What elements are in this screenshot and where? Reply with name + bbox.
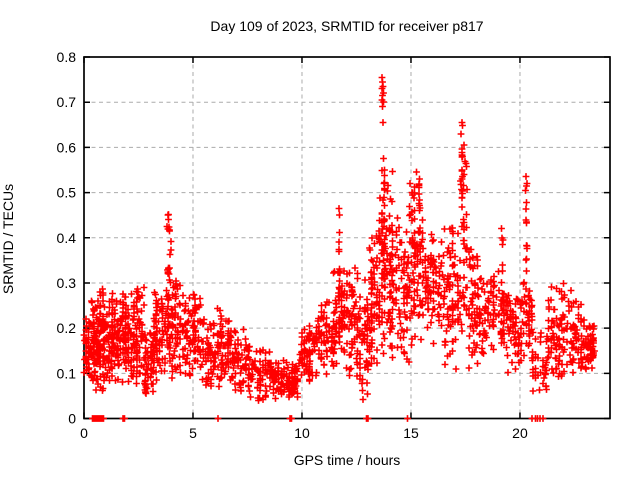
y-tick-label: 0.7: [57, 94, 77, 110]
x-tick-label: 10: [294, 425, 310, 441]
y-tick-label: 0.1: [57, 365, 77, 381]
y-tick-label: 0.3: [57, 275, 77, 291]
y-tick-label: 0.4: [57, 230, 77, 246]
y-axis-label: SRMTID / TECUs: [0, 183, 16, 295]
scatter-markers: [80, 74, 598, 422]
x-tick-label: 20: [512, 425, 528, 441]
y-tick-label: 0.2: [57, 320, 77, 336]
y-tick-label: 0.6: [57, 139, 77, 155]
y-tick-label: 0.8: [57, 49, 77, 65]
y-tick-label: 0: [68, 411, 76, 427]
x-tick-label: 0: [80, 425, 88, 441]
plot-frame: [83, 56, 611, 420]
x-axis-label: GPS time / hours: [293, 452, 401, 468]
x-tick-label: 5: [189, 425, 197, 441]
chart-title: Day 109 of 2023, SRMTID for receiver p81…: [210, 18, 484, 34]
y-tick-label: 0.5: [57, 185, 77, 201]
x-tick-label: 15: [403, 425, 419, 441]
